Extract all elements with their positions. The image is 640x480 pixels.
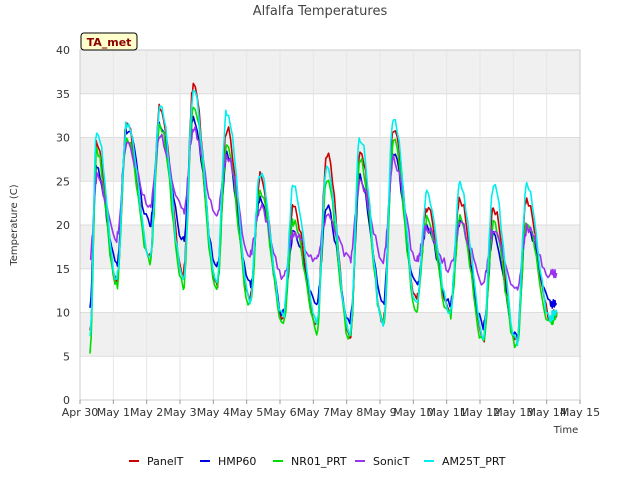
y-tick-label: 5 [63,350,70,363]
chart-title: Alfalfa Temperatures [253,4,388,19]
legend-item: HMP60 [200,455,256,468]
y-tick-label: 40 [56,44,70,57]
legend-label: AM25T_PRT [442,455,506,468]
x-tick-label: May 7 [297,406,330,419]
x-tick-label: Apr 30 [62,406,99,419]
legend: PanelT HMP60 NR01_PRT SonicT AM25T_PRT [129,455,506,468]
x-tick-label: May 10 [393,406,433,419]
y-tick-label: 30 [56,132,70,145]
x-tick-label: May 3 [163,406,196,419]
x-tick-label: May 13 [493,406,533,419]
series-line-am25t-prt [89,89,558,347]
x-tick-label: May 2 [130,406,163,419]
plot-border [79,49,581,401]
x-tick-label: May 11 [427,406,467,419]
y-tick-label: 20 [56,219,70,232]
x-axis-label: Time [553,425,578,436]
annotation-box: TA_met [80,32,138,51]
annotation-label: TA_met [87,36,132,49]
x-tick-label: May 5 [230,406,263,419]
legend-item: PanelT [129,455,184,468]
y-tick-label: 0 [63,394,70,407]
legend-item: AM25T_PRT [424,455,506,468]
legend-label: HMP60 [218,455,256,468]
x-tick-label: May 9 [363,406,396,419]
x-tick-label: May 14 [527,406,567,419]
annotation-background [80,32,138,51]
x-tick-label: May 12 [460,406,500,419]
plot-band [80,50,580,94]
x-tick-label: May 15 [560,406,600,419]
y-tick-label: 25 [56,175,70,188]
y-axis-ticks: 0 5 10 15 20 25 30 35 40 [56,44,70,407]
y-tick-label: 15 [56,263,70,276]
legend-item: SonicT [355,455,410,468]
plot-frame [79,49,581,401]
y-tick-label: 35 [56,88,70,101]
legend-label: PanelT [147,455,184,468]
x-tick-label: May 1 [97,406,130,419]
plot-band [80,312,580,357]
legend-label: NR01_PRT [291,455,347,468]
series-lines [89,82,558,354]
x-tick-label: May 4 [197,406,230,419]
y-axis-label: Temperature (C) [9,184,20,266]
y-tick-label: 10 [56,307,70,320]
legend-item: NR01_PRT [273,455,347,468]
x-tick-label: May 8 [330,406,363,419]
x-tick-label: May 6 [263,406,296,419]
legend-label: SonicT [373,455,410,468]
